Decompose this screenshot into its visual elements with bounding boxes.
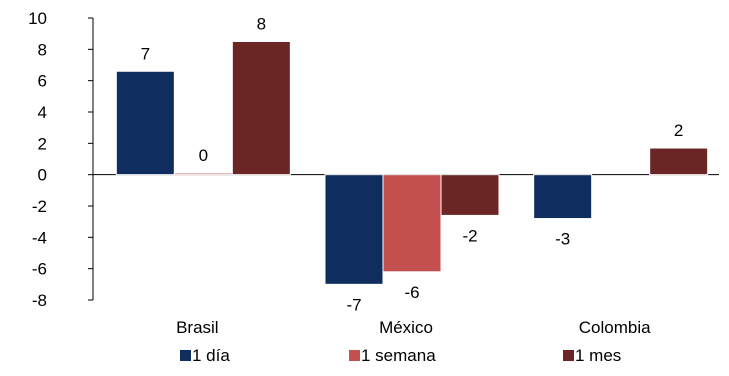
- data-label: 7: [141, 44, 150, 63]
- y-tick-label: 8: [38, 40, 47, 59]
- bar-layer: [115, 41, 709, 285]
- legend: 1 día 1 semana 1 mes: [180, 346, 621, 365]
- bar-1-mes-Brasil: [231, 41, 291, 176]
- bar-1-semana-Brasil: [173, 172, 233, 176]
- data-label: 8: [257, 15, 266, 34]
- y-tick-label: 10: [28, 9, 47, 28]
- x-category-label: México: [379, 318, 433, 337]
- bar-1-mes-México: [440, 174, 500, 216]
- legend-label: 1 semana: [361, 346, 436, 365]
- data-label: -2: [462, 226, 477, 245]
- bar-1-mes-Colombia: [649, 147, 709, 176]
- bar-1-día-Colombia: [533, 174, 593, 220]
- y-tick-label: 0: [38, 166, 47, 185]
- y-tick-label: 4: [38, 103, 47, 122]
- x-category-label: Colombia: [579, 318, 651, 337]
- data-label: -6: [404, 283, 419, 302]
- y-tick-label: -4: [32, 228, 47, 247]
- legend-label: 1 mes: [575, 346, 621, 365]
- legend-swatch: [349, 350, 360, 361]
- data-label: -3: [555, 230, 570, 249]
- data-label: -7: [346, 295, 361, 314]
- data-label: 0: [199, 146, 208, 165]
- label-layer: 7 0 8 -7 -6 -2 -3 2: [141, 15, 684, 315]
- legend-label: 1 día: [192, 346, 230, 365]
- y-tick-label: -6: [32, 260, 47, 279]
- y-tick-label: 2: [38, 134, 47, 153]
- bar-1-semana-México: [382, 174, 442, 273]
- y-tick-label: -8: [32, 291, 47, 310]
- legend-swatch: [563, 350, 574, 361]
- bar-1-día-Brasil: [115, 70, 175, 176]
- legend-swatch: [180, 350, 191, 361]
- data-label: 2: [674, 121, 683, 140]
- x-category-label: Brasil: [176, 318, 219, 337]
- bar-1-día-México: [324, 174, 384, 285]
- y-tick-label: -2: [32, 197, 47, 216]
- y-tick-label: 6: [38, 72, 47, 91]
